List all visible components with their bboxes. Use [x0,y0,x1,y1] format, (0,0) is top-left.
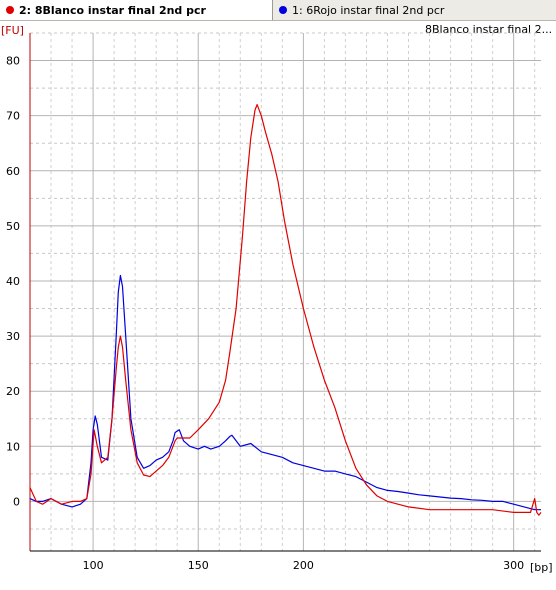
tab-label: 2: 8Blanco instar final 2nd pcr [19,4,206,17]
y-tick-label: 40 [6,275,20,288]
x-tick-label: 300 [503,559,524,572]
series-lines [30,105,541,516]
y-tick-label: 0 [13,495,20,508]
electropherogram-panel: [FU] 8Blanco instar final 2... [bp] 0 10 2… [0,21,556,586]
electropherogram-chart: [FU] 8Blanco instar final 2... [bp] 0 10 2… [0,21,556,586]
series-line-2 [30,276,541,510]
blue-dot-icon [279,6,287,14]
y-tick-label: 70 [6,110,20,123]
x-tick-label: 200 [293,559,314,572]
tab-sample-2[interactable]: 2: 8Blanco instar final 2nd pcr [0,0,273,20]
trace-tab-bar: 2: 8Blanco instar final 2nd pcr 1: 6Rojo… [0,0,556,21]
y-tick-label: 50 [6,220,20,233]
tab-sample-1[interactable]: 1: 6Rojo instar final 2nd pcr [273,0,556,20]
series-line-1 [30,105,541,516]
red-dot-icon [6,6,14,14]
x-tick-label: 150 [188,559,209,572]
y-tick-label: 10 [6,440,20,453]
y-tick-label: 30 [6,330,20,343]
y-axis-label: [FU] [1,24,24,37]
chart-title: 8Blanco instar final 2... [425,23,552,36]
y-tick-label: 20 [6,385,20,398]
y-tick-label: 80 [6,55,20,68]
tab-label: 1: 6Rojo instar final 2nd pcr [292,4,444,17]
axes [30,33,541,551]
x-axis-label: [bp] [530,561,553,574]
x-tick-label: 100 [83,559,104,572]
y-tick-label: 60 [6,165,20,178]
grid [30,33,541,551]
